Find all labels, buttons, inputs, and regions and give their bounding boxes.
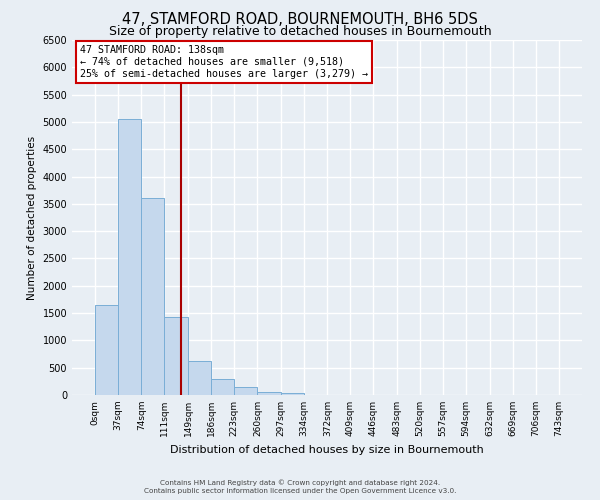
Bar: [281, 394, 304, 395]
Text: Contains HM Land Registry data © Crown copyright and database right 2024.
Contai: Contains HM Land Registry data © Crown c…: [144, 480, 456, 494]
Bar: [118, 119, 142, 395]
Text: 47, STAMFORD ROAD, BOURNEMOUTH, BH6 5DS: 47, STAMFORD ROAD, BOURNEMOUTH, BH6 5DS: [122, 12, 478, 28]
Y-axis label: Number of detached properties: Number of detached properties: [27, 136, 37, 300]
X-axis label: Distribution of detached houses by size in Bournemouth: Distribution of detached houses by size …: [170, 444, 484, 454]
Bar: [95, 305, 118, 395]
Bar: [257, 392, 281, 395]
Text: Size of property relative to detached houses in Bournemouth: Size of property relative to detached ho…: [109, 25, 491, 38]
Bar: [188, 361, 211, 395]
Bar: [211, 378, 235, 395]
Bar: [164, 317, 188, 395]
Bar: [235, 387, 257, 395]
Bar: [142, 198, 164, 395]
Text: 47 STAMFORD ROAD: 138sqm
← 74% of detached houses are smaller (9,518)
25% of sem: 47 STAMFORD ROAD: 138sqm ← 74% of detach…: [80, 46, 368, 78]
